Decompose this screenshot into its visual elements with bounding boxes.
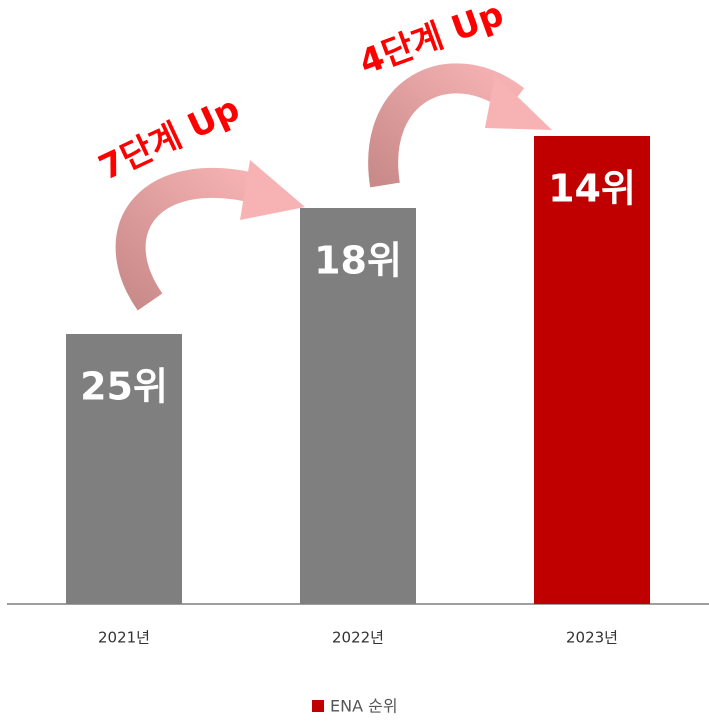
legend-label: ENA 순위 <box>330 697 398 716</box>
x-tick-label: 2023년 <box>566 629 618 647</box>
arrow <box>115 160 305 311</box>
value-label: 25위 <box>80 365 168 409</box>
bar <box>300 208 416 604</box>
bar <box>534 136 650 604</box>
arrow <box>368 63 552 188</box>
x-tick-label: 2021년 <box>98 629 150 647</box>
legend-swatch <box>312 700 324 712</box>
value-label: 14위 <box>548 167 636 211</box>
x-tick-label: 2022년 <box>332 629 384 647</box>
bar <box>66 334 182 604</box>
value-label: 18위 <box>314 239 402 283</box>
